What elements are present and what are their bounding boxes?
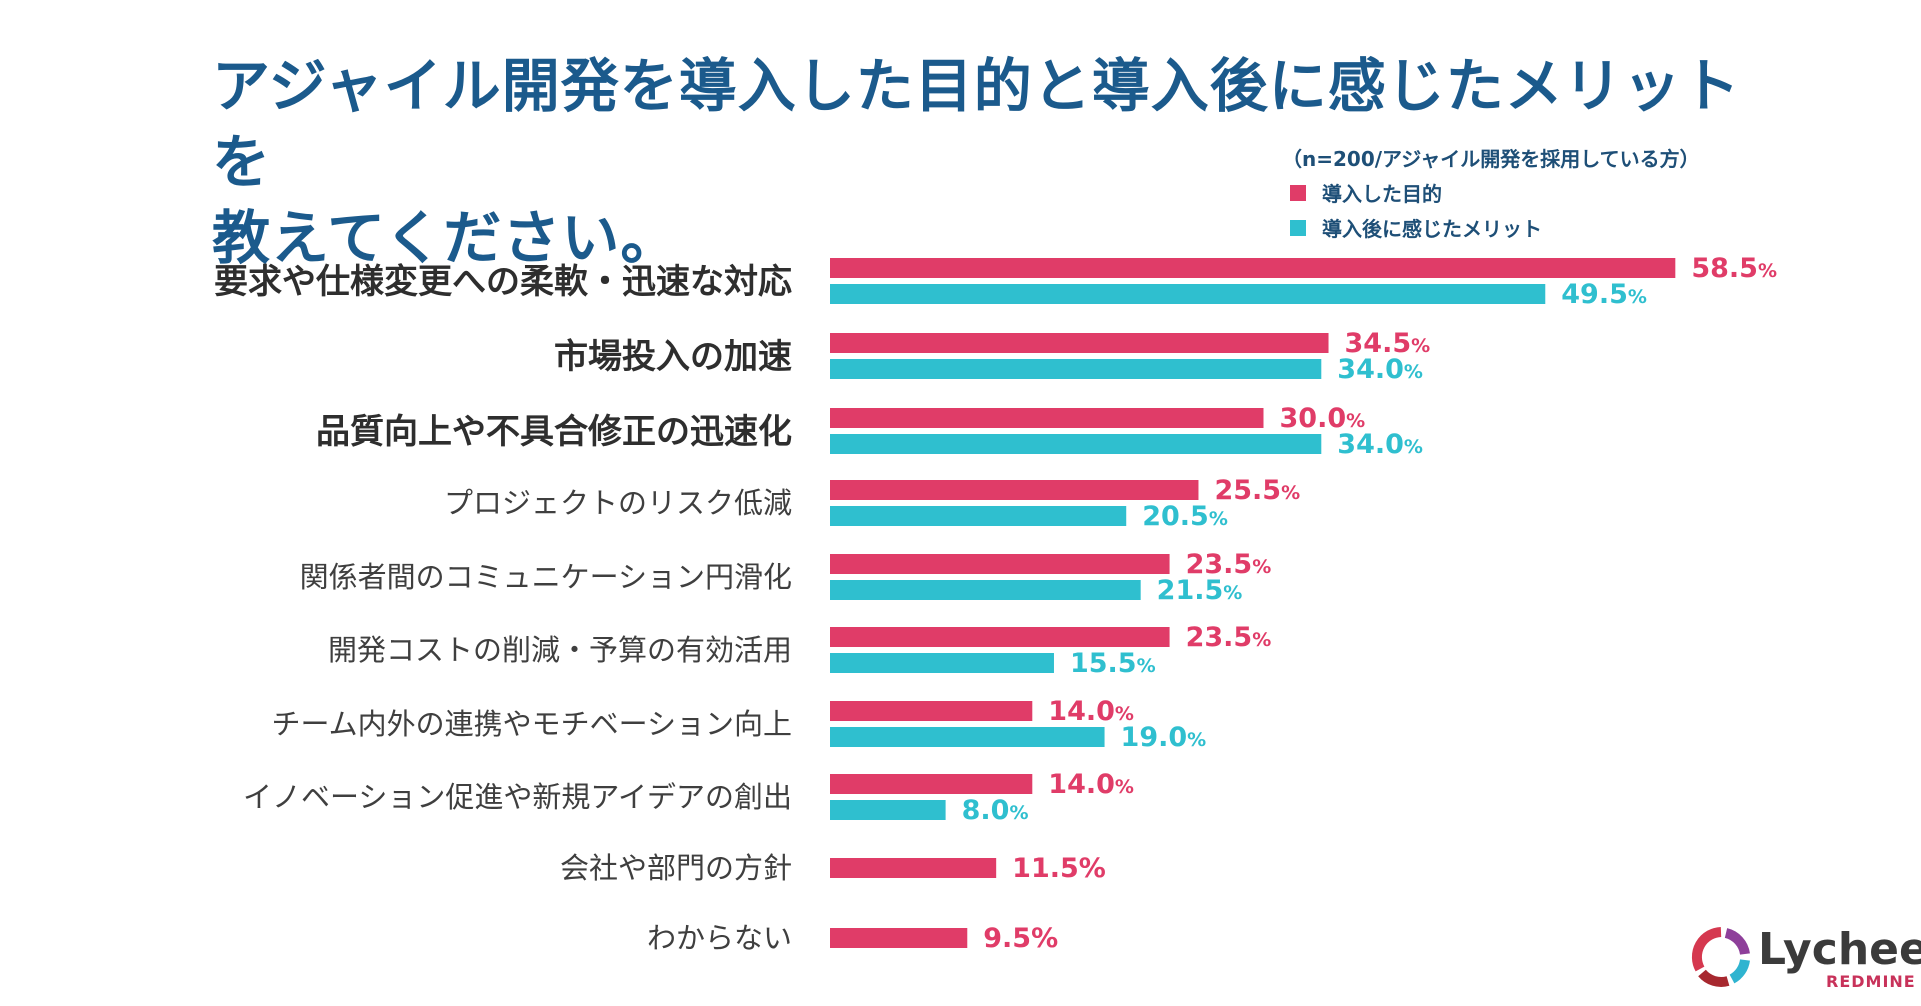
value-label: 19.0% bbox=[1121, 722, 1207, 753]
bar-purpose bbox=[830, 480, 1199, 500]
category-label: 品質向上や不具合修正の迅速化 bbox=[316, 412, 792, 452]
lychee-logo-icon bbox=[1691, 927, 1750, 987]
value-label: 34.0% bbox=[1337, 354, 1423, 385]
category-label: チーム内外の連携やモチベーション向上 bbox=[271, 707, 792, 741]
bar-purpose bbox=[830, 928, 968, 948]
bar-merit bbox=[830, 359, 1322, 379]
value-label: 23.5% bbox=[1186, 549, 1272, 580]
bar-merit bbox=[830, 434, 1322, 454]
sample-note: （n=200/アジャイル開発を採用している方） bbox=[1282, 147, 1700, 171]
title-line-1: アジャイル開発を導入した目的と導入後に感じたメリットを bbox=[212, 52, 1741, 196]
legend-label-merit: 導入後に感じたメリット bbox=[1322, 217, 1542, 241]
value-label: 34.0% bbox=[1337, 429, 1423, 460]
value-label: 15.5% bbox=[1070, 648, 1156, 679]
legend-label-purpose: 導入した目的 bbox=[1322, 182, 1442, 206]
value-label: 30.0% bbox=[1280, 403, 1366, 434]
value-label: 14.0% bbox=[1048, 696, 1134, 727]
category-label: イノベーション促進や新規アイデアの創出 bbox=[243, 780, 792, 814]
value-label: 11.5% bbox=[1012, 853, 1106, 884]
value-label: 9.5% bbox=[983, 923, 1058, 954]
bar-purpose bbox=[830, 258, 1676, 278]
value-label: 20.5% bbox=[1142, 501, 1228, 532]
category-label: 要求や仕様変更への柔軟・迅速な対応 bbox=[214, 262, 792, 302]
category-label: 関係者間のコミュニケーション円滑化 bbox=[300, 560, 792, 594]
value-label: 34.5% bbox=[1345, 328, 1431, 359]
bar-purpose bbox=[830, 627, 1170, 647]
bar-purpose bbox=[830, 701, 1033, 721]
bar-merit bbox=[830, 580, 1141, 600]
legend-item-purpose: 導入した目的 bbox=[1290, 178, 1700, 207]
bar-purpose bbox=[830, 774, 1033, 794]
bar-merit bbox=[830, 800, 946, 820]
legend-swatch-merit bbox=[1290, 219, 1306, 236]
value-label: 21.5% bbox=[1157, 575, 1243, 606]
bar-purpose bbox=[830, 408, 1264, 428]
value-label: 14.0% bbox=[1048, 769, 1134, 800]
brand-name: Lychee bbox=[1758, 924, 1921, 975]
legend-swatch-purpose bbox=[1290, 184, 1306, 201]
title-line-2: 教えてください。 bbox=[212, 204, 680, 272]
category-label: わからない bbox=[647, 921, 792, 955]
category-label: 開発コストの削減・予算の有効活用 bbox=[328, 633, 792, 667]
bar-merit bbox=[830, 653, 1054, 673]
chart-title: アジャイル開発を導入した目的と導入後に感じたメリットを 教えてください。 bbox=[212, 48, 1762, 276]
bar-merit bbox=[830, 506, 1127, 526]
bar-purpose bbox=[830, 858, 997, 878]
legend-item-merit: 導入後に感じたメリット bbox=[1290, 213, 1700, 242]
bar-purpose bbox=[830, 554, 1170, 574]
value-label: 49.5% bbox=[1561, 279, 1647, 310]
category-label: プロジェクトのリスク低減 bbox=[444, 486, 792, 520]
value-label: 8.0% bbox=[962, 795, 1029, 826]
category-label: 会社や部門の方針 bbox=[560, 851, 792, 885]
bar-merit bbox=[830, 727, 1105, 747]
category-label: 市場投入の加速 bbox=[554, 337, 792, 377]
bar-merit bbox=[830, 284, 1546, 304]
legend: （n=200/アジャイル開発を採用している方） 導入した目的 導入後に感じたメリ… bbox=[1278, 143, 1700, 242]
bar-purpose bbox=[830, 333, 1329, 353]
brand-sub: REDMINE bbox=[1826, 972, 1916, 991]
value-label: 58.5% bbox=[1691, 253, 1777, 284]
value-label: 25.5% bbox=[1214, 475, 1300, 506]
value-label: 23.5% bbox=[1186, 622, 1272, 653]
brand-logo: Lychee REDMINE bbox=[1688, 922, 1921, 992]
